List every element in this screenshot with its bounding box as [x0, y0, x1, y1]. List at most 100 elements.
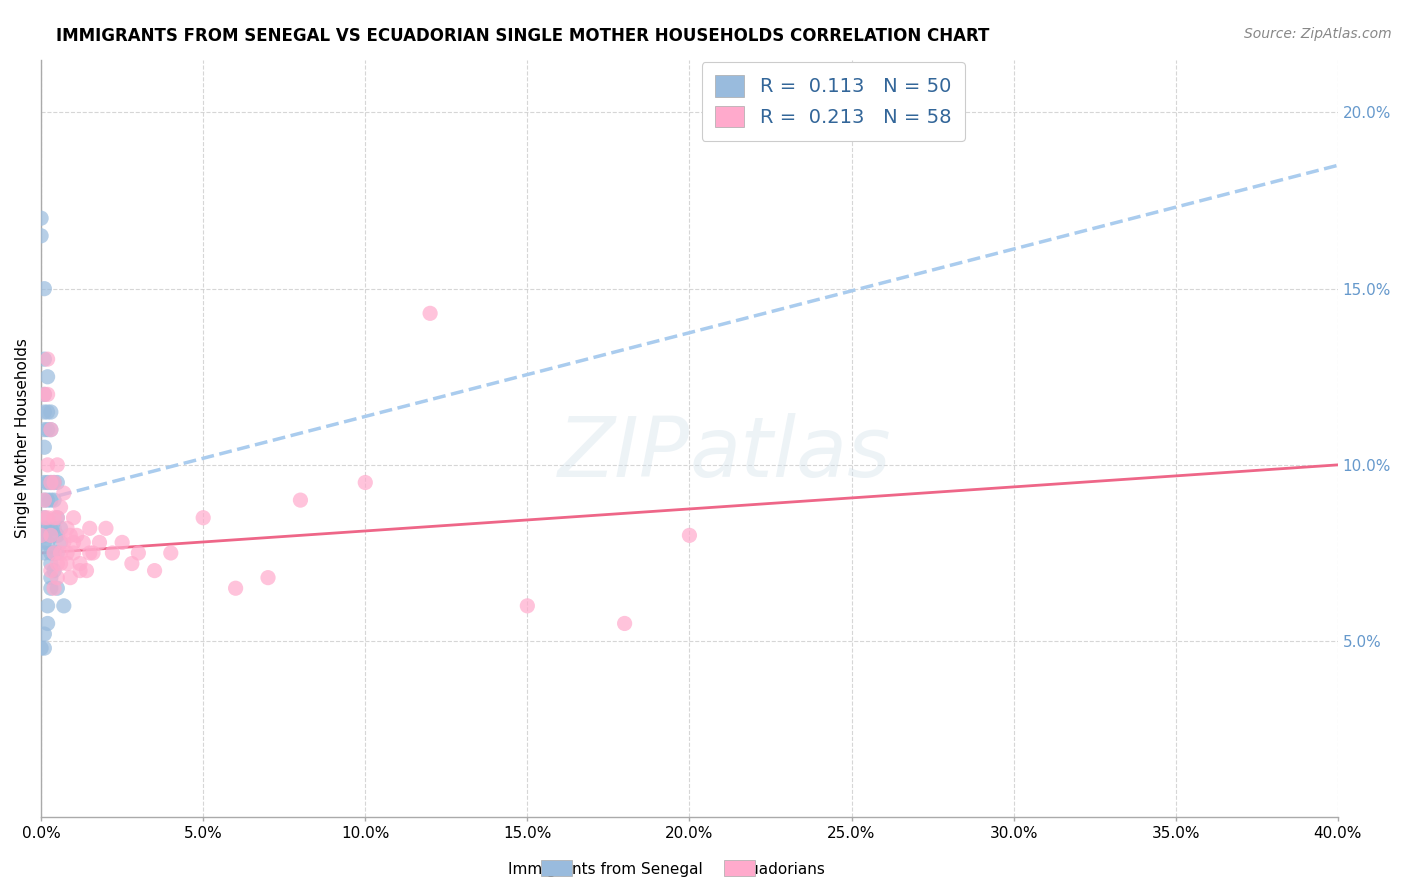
Point: [39, 475, 62, 490]
Point: [34, 440, 56, 454]
Point: [37, 510, 59, 524]
Point: [39, 581, 62, 595]
Point: [46, 557, 69, 571]
Point: [94, 521, 117, 535]
Point: [46, 475, 69, 490]
Text: Source: ZipAtlas.com: Source: ZipAtlas.com: [1244, 27, 1392, 41]
Legend: R =  0.113   N = 50, R =  0.213   N = 58: R = 0.113 N = 50, R = 0.213 N = 58: [702, 62, 965, 141]
Point: [127, 546, 149, 560]
Point: [34, 528, 56, 542]
Point: [79, 546, 101, 560]
Point: [30, 228, 52, 243]
Point: [34, 546, 56, 560]
Point: [34, 627, 56, 641]
Point: [34, 282, 56, 296]
Point: [37, 521, 59, 535]
Point: [39, 564, 62, 578]
Point: [56, 521, 79, 535]
Point: [49, 557, 72, 571]
Point: [72, 535, 94, 549]
Point: [82, 546, 104, 560]
Point: [42, 521, 65, 535]
Point: [66, 528, 89, 542]
Point: [30, 211, 52, 226]
Point: [69, 557, 91, 571]
Point: [39, 405, 62, 419]
Point: [62, 546, 84, 560]
Point: [34, 387, 56, 401]
Point: [34, 641, 56, 656]
Point: [39, 528, 62, 542]
Point: [354, 475, 377, 490]
Point: [52, 535, 75, 549]
Point: [34, 493, 56, 508]
Point: [143, 564, 166, 578]
Point: [49, 535, 72, 549]
Point: [42, 581, 65, 595]
Point: [46, 546, 69, 560]
Point: [42, 510, 65, 524]
Text: IMMIGRANTS FROM SENEGAL VS ECUADORIAN SINGLE MOTHER HOUSEHOLDS CORRELATION CHART: IMMIGRANTS FROM SENEGAL VS ECUADORIAN SI…: [56, 27, 990, 45]
Text: Immigrants from Senegal: Immigrants from Senegal: [508, 863, 703, 877]
Point: [37, 616, 59, 631]
Point: [34, 521, 56, 535]
Point: [101, 546, 124, 560]
Point: [34, 510, 56, 524]
Point: [516, 599, 538, 613]
Point: [49, 546, 72, 560]
Point: [37, 369, 59, 384]
Point: [62, 535, 84, 549]
Point: [46, 458, 69, 472]
Point: [46, 528, 69, 542]
Point: [613, 616, 636, 631]
Point: [34, 535, 56, 549]
Point: [37, 475, 59, 490]
Point: [39, 571, 62, 585]
Point: [30, 528, 52, 542]
Point: [39, 475, 62, 490]
Point: [37, 458, 59, 472]
Point: [37, 405, 59, 419]
Point: [42, 475, 65, 490]
Point: [37, 535, 59, 549]
Text: ZIP: ZIP: [557, 413, 689, 494]
Point: [34, 493, 56, 508]
Text: atlas: atlas: [689, 413, 891, 494]
Point: [225, 581, 247, 595]
Point: [193, 510, 215, 524]
Point: [34, 387, 56, 401]
Point: [56, 557, 79, 571]
Point: [46, 510, 69, 524]
Point: [34, 510, 56, 524]
Point: [39, 423, 62, 437]
Point: [42, 546, 65, 560]
Point: [34, 352, 56, 367]
Point: [30, 641, 52, 656]
Point: [111, 535, 134, 549]
Point: [159, 546, 181, 560]
Point: [37, 493, 59, 508]
Point: [34, 475, 56, 490]
Point: [39, 493, 62, 508]
Point: [419, 306, 441, 320]
Point: [37, 352, 59, 367]
Point: [69, 564, 91, 578]
Point: [46, 581, 69, 595]
Point: [37, 387, 59, 401]
Point: [59, 571, 82, 585]
Point: [121, 557, 143, 571]
Point: [46, 510, 69, 524]
Y-axis label: Single Mother Households: Single Mother Households: [15, 338, 30, 539]
Point: [39, 557, 62, 571]
Point: [34, 405, 56, 419]
Text: Ecuadorians: Ecuadorians: [731, 863, 825, 877]
Point: [39, 423, 62, 437]
Point: [42, 546, 65, 560]
Point: [37, 423, 59, 437]
Point: [52, 599, 75, 613]
Point: [678, 528, 700, 542]
Point: [89, 535, 111, 549]
Point: [62, 510, 84, 524]
Point: [42, 493, 65, 508]
Point: [39, 528, 62, 542]
